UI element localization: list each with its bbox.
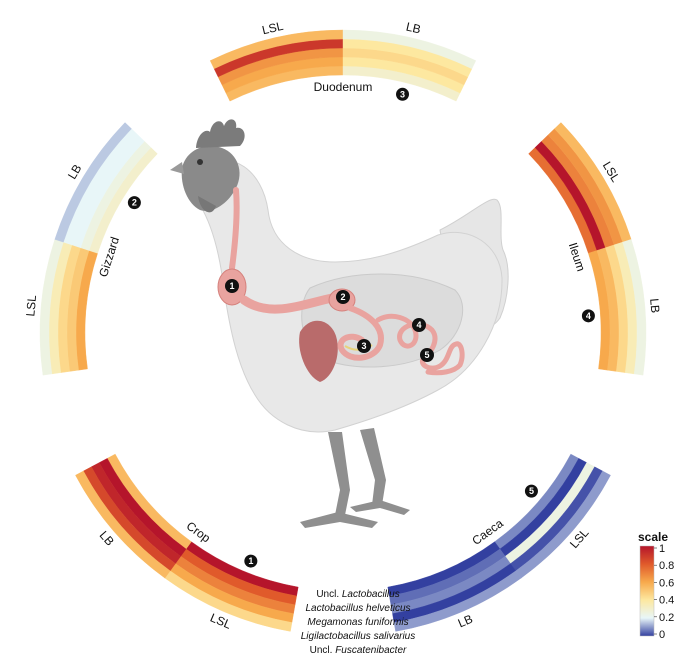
color-scale-title: scale: [638, 530, 668, 544]
svg-text:5: 5: [529, 486, 534, 496]
heatmap-cell-ileum-lb-5: [622, 239, 647, 376]
color-scale-tick-label: 0.2: [659, 612, 674, 624]
group-label-gizzard-lb: LB: [65, 162, 85, 182]
svg-text:4: 4: [586, 311, 591, 321]
color-scale-legend: scale 1 0.8 0.6 0.4 0.2 0: [638, 530, 674, 641]
organ-marker-caeca: 5: [420, 348, 434, 362]
chicken-illustration: [170, 119, 509, 528]
section-badge-duodenum: 3: [396, 87, 410, 101]
section-badge-caeca: 5: [524, 484, 538, 498]
heatmap-cell-duodenum-lb-5: [342, 29, 477, 70]
section-badge-crop: 1: [244, 554, 258, 568]
color-scale-tick-label: 0.4: [659, 595, 674, 607]
species-label-4: Ligilactobacillus salivarius: [301, 631, 416, 642]
section-badge-ileum: 4: [581, 309, 595, 323]
color-scale-tick-label: 1: [659, 543, 665, 555]
species-label-1: Uncl. Lactobacillus: [316, 589, 399, 600]
organ-marker-crop: 1: [225, 279, 239, 293]
organ-marker-gizzard: 2: [336, 290, 350, 304]
group-label-gizzard-lsl: LSL: [23, 294, 39, 317]
section-label-ileum: Ileum: [566, 241, 588, 273]
section-badge-gizzard: 2: [127, 196, 141, 210]
color-scale-ticks: 1 0.8 0.6 0.4 0.2 0: [654, 543, 674, 641]
svg-text:3: 3: [361, 341, 366, 351]
organ-markers: 1 2 3 4 5: [225, 279, 434, 362]
svg-text:1: 1: [248, 556, 253, 566]
svg-text:2: 2: [340, 292, 345, 302]
species-label-3: Megamonas funiformis: [307, 617, 408, 628]
group-label-ileum-lb: LB: [647, 298, 662, 314]
organ-marker-ileum: 4: [412, 318, 426, 332]
section-label-duodenum: Duodenum: [314, 80, 373, 94]
svg-text:3: 3: [400, 89, 405, 99]
heatmap-cell-gizzard-lb-5: [54, 122, 132, 243]
section-duodenum: LSL LB Duodenum 3: [209, 19, 477, 102]
group-label-duodenum-lsl: LSL: [261, 19, 285, 38]
group-label-duodenum-lb: LB: [405, 20, 422, 37]
heatmap-cell-crop-lb-5: [75, 470, 171, 579]
svg-text:5: 5: [424, 350, 429, 360]
group-label-caeca-lb: LB: [456, 612, 475, 631]
svg-text:1: 1: [229, 281, 234, 291]
color-scale-bar: [639, 545, 655, 637]
species-label-2: Lactobacillus helveticus: [305, 603, 410, 614]
svg-text:4: 4: [416, 320, 421, 330]
species-legend: Uncl. Lactobacillus Lactobacillus helvet…: [301, 589, 416, 654]
heatmap-cell-caeca-lb-5: [393, 570, 522, 632]
svg-text:2: 2: [132, 198, 137, 208]
organ-marker-duodenum: 3: [357, 339, 371, 353]
species-label-5: Uncl. Fuscatenibacter: [310, 645, 407, 654]
color-scale-tick-label: 0: [659, 629, 665, 641]
color-scale-tick-label: 0.8: [659, 560, 674, 572]
color-scale-tick-label: 0.6: [659, 577, 674, 589]
